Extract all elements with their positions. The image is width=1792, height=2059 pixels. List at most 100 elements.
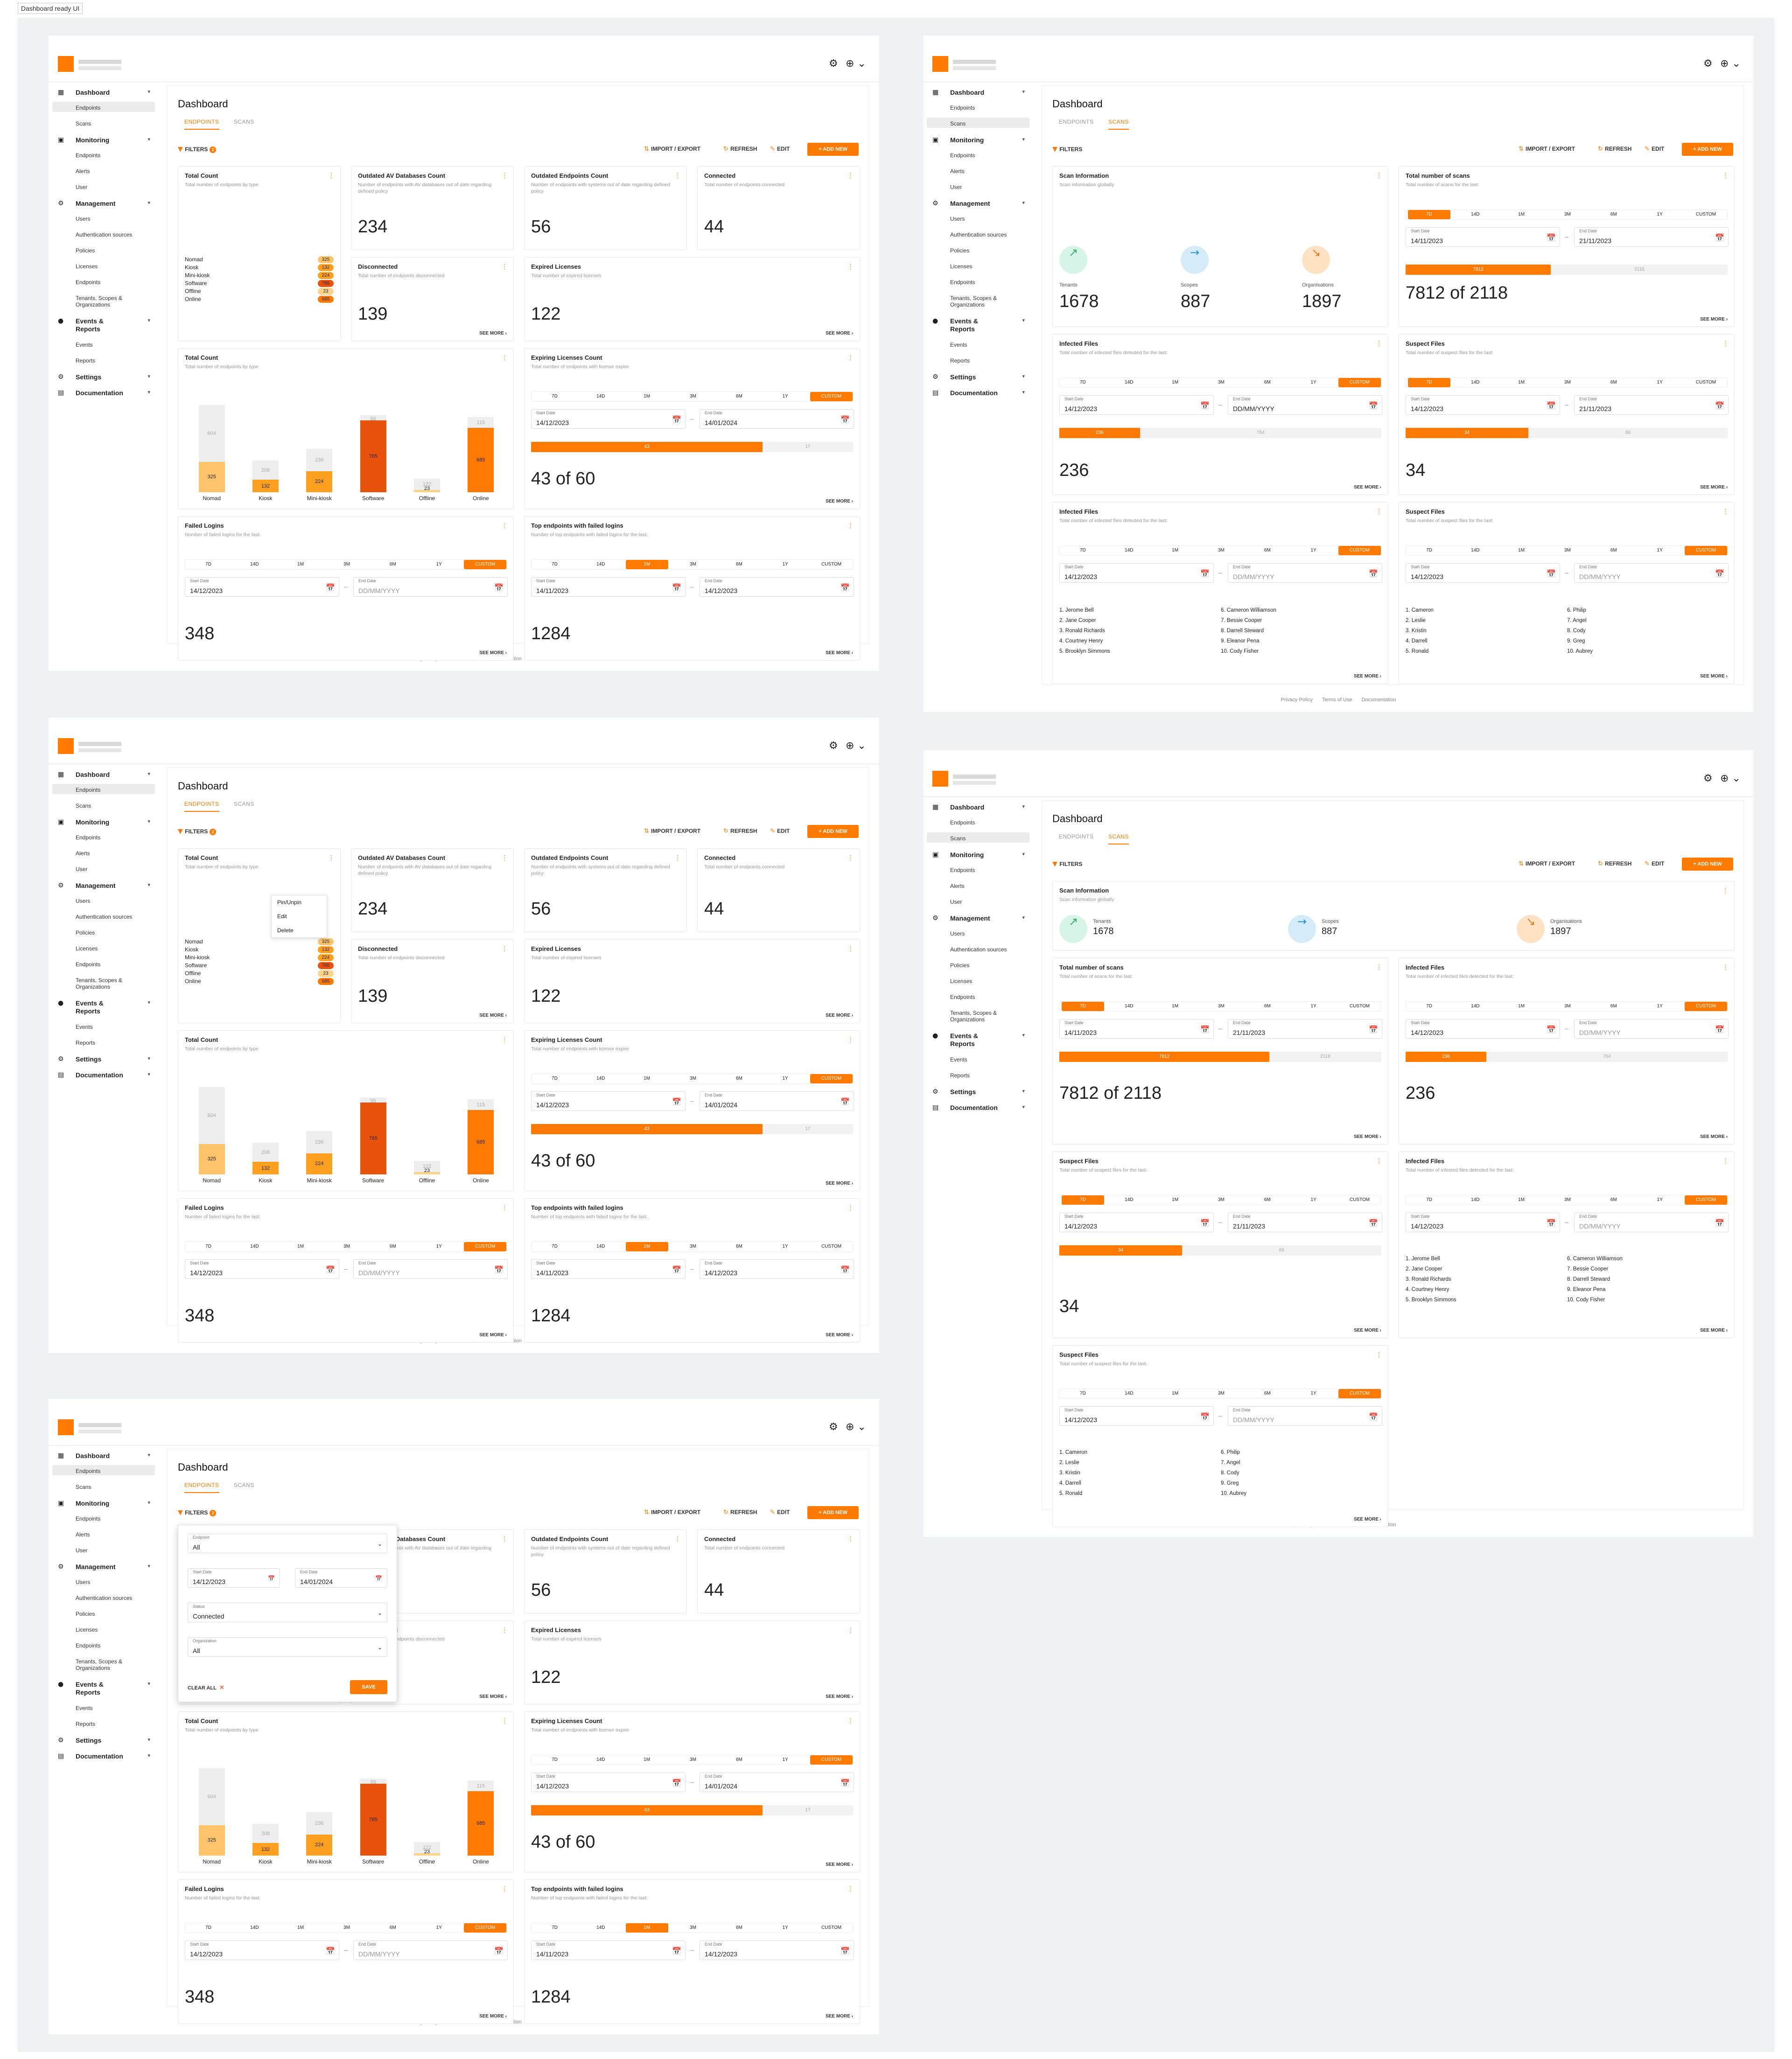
- sidebar-item[interactable]: Users: [52, 898, 155, 908]
- sidebar-group[interactable]: ● Events & Reports ▾: [927, 1032, 1029, 1048]
- calendar-icon[interactable]: 📅: [840, 1097, 850, 1106]
- start-date-field[interactable]: Start Date 14/12/2023 📅: [1059, 563, 1214, 583]
- sidebar-item[interactable]: Tenants, Scopes & Organizations: [927, 1010, 1029, 1026]
- refresh-button[interactable]: ↻ REFRESH: [1598, 146, 1631, 153]
- tab-endpoints[interactable]: ENDPOINTS: [184, 801, 219, 812]
- status-select[interactable]: Status Connected ⌄: [188, 1603, 387, 1622]
- see-more-link[interactable]: SEE MORE ›: [479, 2014, 507, 2019]
- logo[interactable]: [58, 738, 74, 754]
- sidebar-item[interactable]: Users: [927, 930, 1029, 941]
- range-selector[interactable]: 7D 14D 1M 3M 6M 1Y CUSTOM: [185, 1242, 507, 1252]
- range-option[interactable]: 6M: [1264, 1004, 1271, 1009]
- range-option[interactable]: 3M: [343, 1925, 350, 1930]
- range-selector[interactable]: 7D 14D 1M 3M 6M 1Y CUSTOM: [185, 1923, 507, 1933]
- range-option[interactable]: CUSTOM: [464, 1923, 506, 1933]
- start-date-field[interactable]: Start Date 14/12/2023 📅: [188, 1568, 280, 1588]
- globe-icon[interactable]: ⊕ ⌄: [846, 1421, 866, 1433]
- tab-scans[interactable]: SCANS: [234, 119, 254, 125]
- kebab-menu-icon[interactable]: ⋮: [328, 172, 335, 180]
- see-more-link[interactable]: SEE MORE ›: [1354, 1517, 1381, 1522]
- tab-scans[interactable]: SCANS: [1108, 833, 1129, 845]
- start-date-field[interactable]: Start Date 14/12/2023 📅: [1406, 563, 1560, 583]
- add-new-button[interactable]: + ADD NEW: [1682, 143, 1733, 156]
- see-more-link[interactable]: SEE MORE ›: [826, 1694, 853, 1699]
- sidebar-group[interactable]: ⚙ Settings ▾: [927, 1088, 1029, 1098]
- filters-button[interactable]: ▼ FILTERS 2: [178, 146, 217, 153]
- range-option[interactable]: 14D: [250, 562, 259, 567]
- range-selector[interactable]: 7D 14D 1M 3M 6M 1Y CUSTOM: [1406, 545, 1728, 556]
- range-selector[interactable]: 7D 14D 1M 3M 6M 1Y CUSTOM: [531, 1074, 853, 1084]
- range-selector[interactable]: 7D 14D 1M 3M 6M 1Y CUSTOM: [1406, 209, 1728, 220]
- kebab-menu-icon[interactable]: ⋮: [847, 172, 854, 180]
- range-selector[interactable]: 7D 14D 1M 3M 6M 1Y CUSTOM: [1059, 1195, 1381, 1205]
- range-option[interactable]: 6M: [735, 562, 742, 567]
- range-option[interactable]: 1Y: [1657, 548, 1663, 553]
- range-option[interactable]: CUSTOM: [1338, 1389, 1381, 1398]
- sidebar-item[interactable]: User: [52, 866, 155, 876]
- range-option[interactable]: 3M: [1564, 1004, 1571, 1009]
- see-more-link[interactable]: SEE MORE ›: [826, 1333, 853, 1338]
- range-option[interactable]: CUSTOM: [1349, 1197, 1370, 1202]
- range-option[interactable]: 14D: [1125, 380, 1134, 385]
- sidebar-group[interactable]: ⚙ Settings ▾: [52, 373, 155, 384]
- range-option[interactable]: 14D: [1471, 548, 1480, 553]
- range-selector[interactable]: 7D 14D 1M 3M 6M 1Y CUSTOM: [1059, 377, 1381, 388]
- chevron-down-icon[interactable]: ▾: [1022, 1104, 1025, 1110]
- chevron-down-icon[interactable]: ▾: [1022, 136, 1025, 142]
- kebab-menu-icon[interactable]: ⋮: [501, 263, 508, 271]
- range-option[interactable]: 7D: [1080, 548, 1086, 553]
- range-option[interactable]: 3M: [1564, 212, 1571, 217]
- end-date-field[interactable]: End Date 21/11/2023 📅: [1228, 1213, 1382, 1232]
- sidebar-item[interactable]: Users: [52, 216, 155, 226]
- sidebar-group[interactable]: ⚙ Settings ▾: [927, 373, 1029, 384]
- sidebar-item[interactable]: Endpoints: [927, 152, 1029, 162]
- kebab-menu-icon[interactable]: ⋮: [847, 354, 854, 362]
- start-date-field[interactable]: Start Date 14/11/2023 📅: [531, 1940, 686, 1960]
- range-option[interactable]: 7D: [1426, 1197, 1432, 1202]
- range-option[interactable]: 7D: [1062, 1195, 1104, 1205]
- sidebar-item[interactable]: Scans: [927, 832, 1029, 843]
- range-option[interactable]: 14D: [1471, 1004, 1480, 1009]
- kebab-menu-icon[interactable]: ⋮: [674, 1536, 681, 1543]
- sidebar-item[interactable]: Endpoints: [52, 1642, 155, 1653]
- range-option[interactable]: 6M: [389, 1925, 396, 1930]
- range-option[interactable]: 1M: [1172, 548, 1179, 553]
- range-option[interactable]: 1M: [1518, 212, 1525, 217]
- range-selector[interactable]: 7D 14D 1M 3M 6M 1Y CUSTOM: [185, 559, 507, 570]
- sidebar-item[interactable]: Events: [52, 1024, 155, 1034]
- sidebar-item[interactable]: User: [52, 184, 155, 194]
- calendar-icon[interactable]: 📅: [326, 583, 335, 592]
- calendar-icon[interactable]: 📅: [494, 1265, 504, 1274]
- chevron-down-icon[interactable]: ▾: [147, 1055, 150, 1061]
- sidebar-item[interactable]: Policies: [52, 1611, 155, 1621]
- sidebar-item[interactable]: Tenants, Scopes & Organizations: [52, 977, 155, 993]
- organization-select[interactable]: Organization All ⌄: [188, 1637, 387, 1657]
- sidebar-group[interactable]: ▤ Documentation ▾: [52, 1071, 155, 1082]
- sidebar-group[interactable]: ⚙ Management ▾: [927, 914, 1029, 925]
- kebab-menu-icon[interactable]: ⋮: [1722, 1158, 1729, 1165]
- see-more-link[interactable]: SEE MORE ›: [826, 650, 853, 656]
- range-selector[interactable]: 7D 14D 1M 3M 6M 1Y CUSTOM: [531, 559, 853, 570]
- calendar-icon[interactable]: 📅: [326, 1947, 335, 1955]
- kebab-menu-icon[interactable]: ⋮: [1376, 172, 1382, 180]
- kebab-menu-icon[interactable]: ⋮: [328, 854, 335, 862]
- range-option[interactable]: 7D: [1080, 380, 1086, 385]
- end-date-field[interactable]: End Date 14/01/2024 📅: [700, 1091, 854, 1111]
- sidebar-item[interactable]: Alerts: [927, 883, 1029, 893]
- chevron-down-icon[interactable]: ▾: [147, 1071, 150, 1077]
- start-date-field[interactable]: Start Date 14/11/2023 📅: [531, 1259, 686, 1279]
- see-more-link[interactable]: SEE MORE ›: [826, 1862, 853, 1867]
- calendar-icon[interactable]: 📅: [1547, 1025, 1556, 1034]
- range-option[interactable]: 14D: [1125, 548, 1134, 553]
- import-export-button[interactable]: ⇅ IMPORT / EXPORT: [644, 146, 700, 153]
- calendar-icon[interactable]: 📅: [1200, 1219, 1210, 1228]
- range-option[interactable]: CUSTOM: [1685, 1002, 1727, 1011]
- sidebar-item[interactable]: Scans: [52, 1484, 155, 1494]
- sidebar-group[interactable]: ● Events & Reports ▾: [52, 317, 155, 333]
- range-selector[interactable]: 7D 14D 1M 3M 6M 1Y CUSTOM: [531, 391, 853, 402]
- range-option[interactable]: 1M: [1518, 380, 1525, 385]
- range-option[interactable]: 1M: [644, 1757, 651, 1762]
- kebab-menu-icon[interactable]: ⋮: [501, 1626, 508, 1634]
- calendar-icon[interactable]: 📅: [1715, 401, 1724, 410]
- kebab-menu-icon[interactable]: ⋮: [501, 522, 508, 530]
